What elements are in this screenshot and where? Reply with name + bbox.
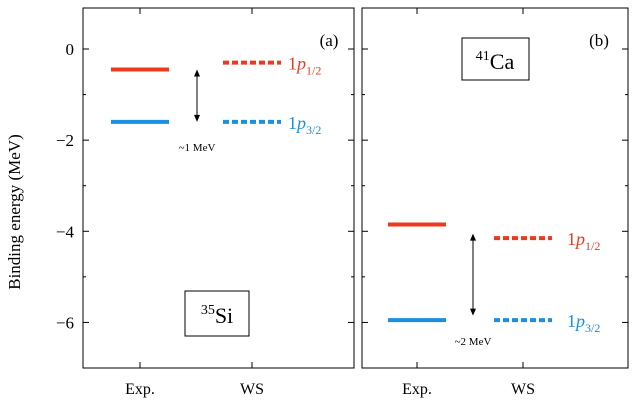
svg-text:35Si: 35Si	[201, 303, 233, 328]
nucleus-label-b: 41Ca	[461, 37, 530, 81]
panel-b: (b) 41Ca 1p1/2 1p3/2 ~2 MeV Exp. WS	[361, 7, 629, 398]
gap-arrow-head-top-b	[470, 233, 476, 241]
gap-arrow-head-bottom-b	[470, 308, 476, 316]
series-label-b-0: 1p1/2	[567, 229, 600, 253]
y-axis-title: Binding energy (MeV)	[5, 134, 24, 290]
panel-b-annotation: ~2 MeV	[455, 336, 492, 348]
panel-a-label: (a)	[320, 31, 339, 50]
x-tick-label-a-0: Exp.	[125, 381, 155, 398]
series-label-a-0: 1p1/2	[288, 54, 321, 78]
panel-a: 0 −2 −4 −6 (a) 35Si 1p1/2 1p3/2 ~1 MeV Exp. W…	[56, 7, 355, 398]
x-tick-label-b-0: Exp.	[402, 381, 432, 398]
panel-a-annotation: ~1 MeV	[179, 142, 216, 154]
series-label-a-1: 1p3/2	[288, 113, 321, 137]
y-tick-label-1: −2	[56, 131, 74, 150]
y-tick-label-2: −4	[56, 222, 75, 241]
y-tick-label-0: 0	[66, 40, 75, 59]
svg-text:41Ca: 41Ca	[476, 49, 515, 74]
series-label-b-1: 1p3/2	[567, 311, 600, 335]
y-tick-label-3: −6	[56, 313, 74, 332]
x-tick-label-a-1: WS	[240, 381, 264, 398]
x-tick-label-b-1: WS	[511, 381, 535, 398]
panel-a-frame	[82, 7, 355, 369]
nucleus-label-a: 35Si	[184, 290, 250, 337]
panel-b-frame	[361, 7, 629, 369]
gap-arrow-head-bottom-a	[194, 114, 200, 122]
gap-arrow-head-top-a	[194, 69, 200, 77]
panel-b-label: (b)	[589, 31, 609, 50]
